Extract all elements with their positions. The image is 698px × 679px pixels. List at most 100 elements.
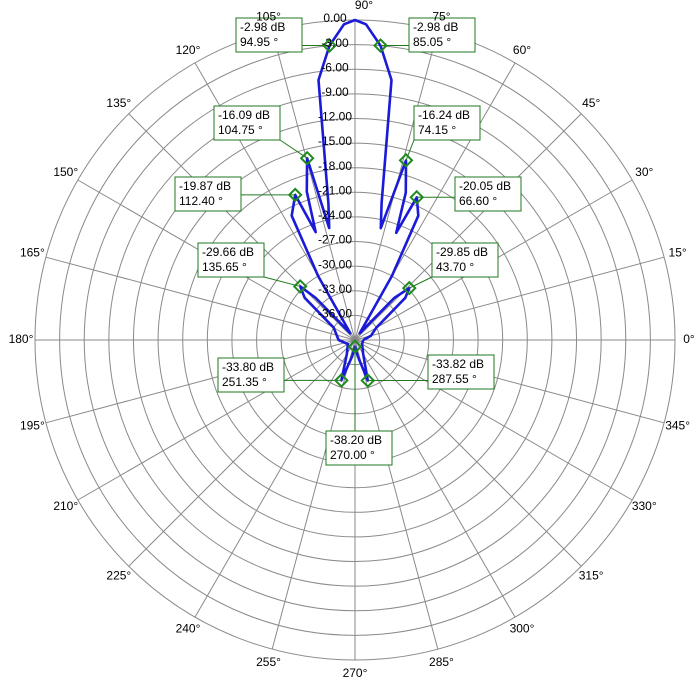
annotation-value: -29.85 dB (436, 245, 488, 259)
annotation-angle: 135.65 ° (202, 260, 247, 274)
r-tick-label: -18.00 (318, 159, 352, 173)
annotation-angle: 85.05 ° (413, 35, 451, 49)
grid-spoke (354, 256, 665, 341)
r-tick-label: -30.00 (318, 257, 352, 271)
theta-tick-label: 300° (510, 621, 535, 635)
theta-tick-label: 120° (176, 43, 201, 57)
annotation-box (325, 430, 393, 466)
r-tick-label: -36.00 (318, 307, 352, 321)
grid-spoke (194, 339, 356, 618)
grid-spoke (354, 113, 582, 341)
grid-spoke (77, 339, 356, 501)
theta-tick-label: 75° (432, 10, 450, 24)
grid-spoke (354, 339, 665, 424)
annotation-value: -19.87 dB (179, 179, 231, 193)
annotation-angle: 287.55 ° (432, 372, 477, 386)
marker (373, 38, 388, 53)
theta-tick-label: 210° (53, 499, 78, 513)
annotation-angle: 112.40 ° (179, 194, 223, 208)
annotation-value: -38.20 dB (330, 433, 382, 447)
theta-tick-label: 330° (632, 499, 657, 513)
annotation-value: -20.05 dB (459, 179, 511, 193)
r-tick-label: 0.00 (323, 11, 347, 25)
annotation-box (197, 242, 265, 278)
theta-tick-label: 15° (669, 246, 687, 260)
grid-spoke (45, 256, 356, 341)
annotation-box (174, 176, 242, 212)
theta-tick-label: 255° (256, 655, 281, 669)
annotation-box (408, 17, 476, 53)
theta-tick-label: 180° (9, 332, 34, 346)
theta-tick-label: 45° (582, 96, 600, 110)
theta-tick-label: 240° (176, 621, 201, 635)
grid-spoke (354, 339, 633, 501)
annotation-box (235, 17, 303, 53)
annotation-angle: 94.95 ° (240, 35, 278, 49)
annotation-value: -33.80 dB (222, 360, 274, 374)
marker (409, 189, 425, 205)
theta-tick-label: 135° (106, 96, 131, 110)
annotation-angle: 270.00 ° (330, 448, 375, 462)
leader-line (263, 276, 301, 287)
grid-spoke (45, 339, 356, 424)
theta-tick-label: 315° (579, 568, 604, 582)
theta-tick-label: 165° (20, 246, 45, 260)
marker (398, 152, 414, 168)
marker (347, 339, 363, 354)
theta-tick-label: 30° (635, 165, 653, 179)
r-tick-label: -33.00 (318, 282, 352, 296)
r-tick-label: -3.00 (321, 36, 349, 50)
annotation-value: -16.24 dB (418, 108, 470, 122)
marker (322, 38, 337, 53)
annotation-box (217, 357, 285, 393)
marker (287, 187, 303, 203)
theta-tick-label: 105° (256, 10, 281, 24)
annotation-angle: 43.70 ° (436, 260, 474, 274)
grid-spoke (271, 339, 356, 650)
annotation-angle: 251.35 ° (222, 375, 267, 389)
annotation-value: -2.98 dB (240, 20, 285, 34)
annotation-box (427, 354, 495, 390)
leader-line (279, 139, 308, 159)
annotation-value: -16.09 dB (218, 108, 270, 122)
theta-tick-label: 195° (20, 419, 45, 433)
annotation-box (454, 176, 522, 212)
theta-tick-label: 285° (429, 655, 454, 669)
annotation-box (213, 105, 281, 141)
theta-tick-label: 345° (665, 419, 690, 433)
annotation-value: -29.66 dB (202, 245, 254, 259)
marker (299, 150, 315, 166)
r-tick-label: -12.00 (318, 110, 352, 124)
marker (333, 373, 349, 388)
r-tick-label: -24.00 (318, 208, 352, 222)
grid-spoke (271, 30, 356, 341)
annotation-value: -2.98 dB (413, 20, 458, 34)
theta-tick-label: 270° (343, 666, 368, 679)
grid-spoke (128, 113, 356, 341)
theta-tick-label: 150° (53, 165, 78, 179)
r-tick-label: -9.00 (321, 85, 349, 99)
theta-tick-label: 0° (683, 332, 695, 346)
r-tick-label: -21.00 (318, 183, 352, 197)
r-tick-label: -6.00 (321, 60, 349, 74)
theta-tick-label: 90° (355, 0, 373, 12)
marker (401, 280, 417, 296)
pattern-line (290, 18, 420, 382)
grid-spoke (354, 339, 582, 567)
marker (292, 279, 308, 294)
marker (360, 373, 376, 388)
annotation-angle: 66.60 ° (459, 194, 497, 208)
annotation-value: -33.82 dB (432, 357, 484, 371)
annotation-box (413, 105, 481, 141)
annotation-box (431, 242, 499, 278)
annotation-angle: 104.75 ° (218, 123, 263, 137)
annotation-angle: 74.15 ° (418, 123, 456, 137)
trace-layer (290, 18, 420, 382)
label-layer: 0.00 -3.00 -6.00 -9.00 -12.00 -15.00 -18.00 -21… (9, 0, 695, 679)
theta-tick-label: 225° (106, 568, 131, 582)
theta-tick-label: 60° (513, 43, 531, 57)
r-tick-label: -27.00 (318, 233, 352, 247)
grid-spoke (354, 339, 439, 650)
